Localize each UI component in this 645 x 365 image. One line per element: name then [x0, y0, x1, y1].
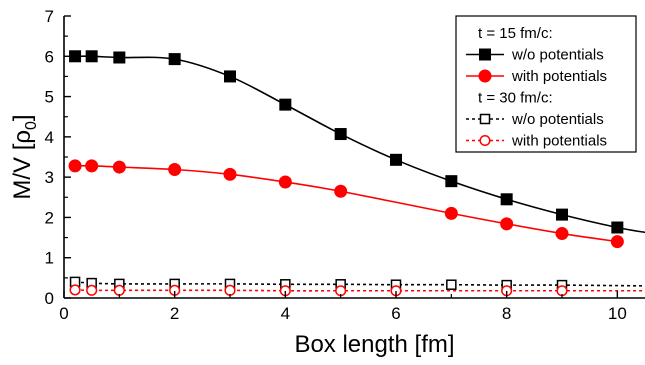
- legend-box: [455, 15, 637, 153]
- y-tick-label: 2: [45, 208, 54, 227]
- x-tick-label: 0: [59, 304, 68, 323]
- series-1-point: [278, 175, 292, 189]
- x-tick-label: 10: [608, 304, 627, 323]
- series-0-point: [334, 128, 347, 141]
- series-1-point: [85, 159, 99, 173]
- series-0-point: [390, 153, 402, 166]
- legend-marker: [479, 134, 491, 147]
- legend-marker: [478, 69, 492, 83]
- y-tick-label: 0: [45, 289, 54, 308]
- series-1-point: [168, 162, 182, 176]
- series-1-point: [223, 167, 237, 181]
- series-0-point: [224, 70, 236, 83]
- series-1-point: [555, 227, 569, 241]
- series-0-point: [113, 51, 126, 64]
- legend-header: t = 15 fm/c:: [478, 25, 553, 42]
- series-2-point: [446, 279, 457, 290]
- x-tick-label: 2: [170, 304, 179, 323]
- series-1-line: [75, 164, 618, 243]
- series-0-point: [556, 208, 568, 221]
- x-axis-title: Box length [fm]: [294, 331, 454, 358]
- series-1-point: [112, 160, 126, 174]
- legend-header: t = 30 fm/c:: [478, 90, 553, 107]
- legend-layer: t = 15 fm/c: w/o potentials with potential…: [455, 15, 637, 153]
- series-0-point: [85, 50, 98, 63]
- x-tick-label: 6: [391, 304, 400, 323]
- y-axis-title-close: ]: [9, 114, 36, 121]
- y-tick-label: 5: [45, 88, 54, 107]
- legend-label: w/o potentials: [511, 111, 604, 128]
- series-0-point: [69, 50, 82, 63]
- series-0-point: [445, 175, 458, 188]
- series-0-point: [168, 53, 181, 66]
- legend-label: with potentials: [511, 68, 607, 85]
- series-1-point: [500, 217, 514, 231]
- series-3-point: [69, 284, 81, 296]
- series-1-point: [68, 159, 82, 173]
- series-1-point: [610, 235, 624, 249]
- y-tick-label: 3: [45, 168, 54, 187]
- series-3-point: [224, 284, 236, 296]
- series-layer: [68, 50, 645, 297]
- y-tick-label: 7: [45, 7, 54, 26]
- y-axis-title-subscript: 0: [23, 121, 40, 130]
- series-1-point: [334, 184, 348, 198]
- series-3-line: [75, 289, 645, 292]
- y-tick-label: 4: [45, 128, 54, 147]
- y-axis-title-main: M/V [ρ: [9, 130, 36, 200]
- x-tick-label: 8: [502, 304, 511, 323]
- series-0-point: [500, 193, 513, 206]
- y-tick-label: 6: [45, 47, 54, 66]
- series-0-point: [279, 98, 292, 111]
- y-axis-title: M/V [ρ0]: [9, 114, 40, 199]
- x-tick-label: 4: [281, 304, 290, 323]
- legend-marker: [479, 48, 491, 61]
- legend-label: w/o potentials: [511, 47, 604, 64]
- series-1-point: [444, 206, 458, 220]
- series-0-point: [611, 221, 624, 234]
- legend-marker: [479, 113, 491, 125]
- legend-label: with potentials: [511, 133, 607, 150]
- series-3-point: [86, 284, 98, 296]
- series-3-point: [113, 284, 125, 296]
- y-tick-label: 1: [45, 249, 54, 268]
